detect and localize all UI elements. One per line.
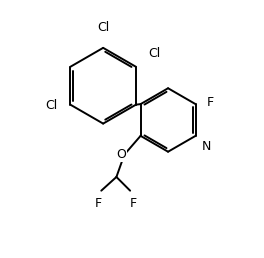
Text: F: F bbox=[95, 197, 102, 210]
Text: F: F bbox=[207, 96, 214, 109]
Text: N: N bbox=[202, 140, 211, 153]
Text: Cl: Cl bbox=[148, 47, 160, 60]
Text: Cl: Cl bbox=[97, 21, 109, 34]
Text: F: F bbox=[129, 197, 136, 210]
Text: Cl: Cl bbox=[45, 99, 57, 112]
Text: O: O bbox=[116, 148, 126, 161]
